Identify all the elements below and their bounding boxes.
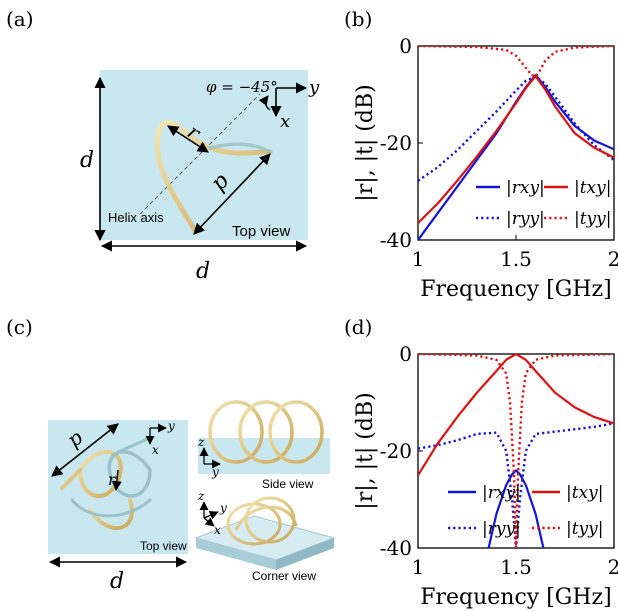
legend-label-b-0: |rxy|: [506, 178, 545, 198]
x-tick-label-b: 1.5: [500, 247, 532, 271]
series-line-d-1: [418, 422, 614, 548]
legend-label-b-3: |tyy|: [574, 209, 612, 229]
series-line-d-3: [418, 354, 614, 548]
pitch-arrow-c: [51, 423, 119, 477]
c-top-y-label: y: [167, 419, 175, 433]
x-tick-label-b: 1: [412, 247, 425, 271]
series-line-b-1: [418, 75, 614, 182]
helix-wire: [154, 119, 273, 235]
corner-view-slab-side: [196, 538, 276, 570]
radius-arrow-c: [112, 469, 122, 491]
diagram-a: d d r p y x φ = −45° Helix axis Top view: [80, 70, 320, 284]
x-axis-label-d: Frequency [GHz]: [420, 585, 612, 610]
legend-label-d-2: |txy|: [566, 483, 603, 503]
panel-label-a: (a): [6, 7, 34, 31]
panel-label-c: (c): [6, 315, 33, 339]
side-z-label: z: [197, 435, 205, 449]
legend-label-b-1: |ryy|: [506, 209, 545, 229]
y-tick-label-d: -20: [380, 439, 412, 463]
legend-label-b-2: |txy|: [574, 178, 611, 198]
label-d-c: d: [110, 569, 124, 594]
y-tick-label-b: -40: [380, 228, 412, 252]
label-top-view-a: Top view: [232, 223, 291, 240]
diagram-c: p r d Top view y x z y Side view: [48, 400, 336, 594]
label-top-view-c: Top view: [140, 539, 187, 553]
series-line-b-3: [418, 46, 614, 78]
radius-arrow: [167, 125, 209, 153]
label-r-c: r: [108, 470, 117, 489]
x-tick-label-d: 1.5: [500, 555, 532, 579]
label-corner-view: Corner view: [252, 569, 316, 583]
label-d-left: d: [80, 148, 94, 173]
y-tick-label-d: -40: [380, 536, 412, 560]
label-phi: φ = −45°: [206, 78, 278, 96]
corner-y-label: y: [219, 501, 227, 515]
corner-view-slab-front: [276, 538, 334, 570]
y-axis-label-b: |r|, |t| (dB): [353, 84, 378, 201]
series-line-b-2: [418, 74, 614, 224]
legend-label-d-1: |ryy|: [482, 519, 521, 539]
axis-y-label: y: [308, 77, 320, 98]
corner-view-helices: [226, 496, 298, 546]
side-y-label: y: [211, 465, 219, 479]
corner-x-axis: [203, 517, 215, 527]
y-axis-label-d: |r|, |t| (dB): [353, 392, 378, 509]
axis-x-label: x: [280, 111, 290, 132]
x-tick-label-b: 2: [608, 247, 618, 271]
helix-wire-back: [208, 142, 272, 154]
y-tick-label-b: 0: [399, 34, 412, 58]
corner-z-label: z: [197, 489, 205, 503]
x-axis-label-b: Frequency [GHz]: [420, 277, 612, 302]
angle-arc: [258, 95, 271, 111]
x-tick-label-d: 1: [412, 555, 425, 579]
y-tick-label-d: 0: [399, 342, 412, 366]
corner-x-label: x: [214, 523, 221, 537]
series-line-d-2: [418, 354, 614, 476]
panel-label-d: (d): [344, 315, 372, 339]
chart-d: 1 1.5 2 0 -20 -40 Frequency [GHz] |r|, |t| (dB)…: [353, 342, 618, 610]
legend-label-d-3: |tyy|: [566, 519, 604, 539]
helix-array-top: [60, 436, 152, 531]
label-helix-axis: Helix axis: [108, 210, 164, 225]
label-d-bottom: d: [196, 259, 210, 284]
chart-b: 1 1.5 2 0 -20 -40 Frequency [GHz] |r|, |t| (dB)…: [353, 34, 618, 302]
label-side-view: Side view: [262, 477, 314, 491]
panel-label-b: (b): [344, 7, 372, 31]
series-line-d-0: [487, 469, 545, 548]
y-tick-label-b: -20: [380, 131, 412, 155]
pitch-arrow: [193, 153, 271, 235]
corner-y-axis: [203, 511, 219, 520]
c-top-x-label: x: [152, 443, 159, 457]
x-tick-label-d: 2: [608, 555, 618, 579]
side-view-helices: [208, 400, 324, 464]
legend-label-d-0: |rxy|: [482, 483, 521, 503]
